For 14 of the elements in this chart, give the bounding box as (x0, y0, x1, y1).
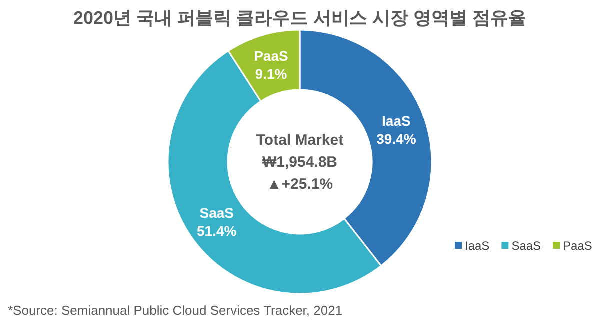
data-label: 39.4% (376, 130, 417, 147)
data-label: 9.1% (255, 66, 288, 82)
title: 2020년 국내 퍼블릭 클라우드 서비스 시장 영역별 점유율 (73, 8, 527, 28)
slice-label: SaaS (200, 205, 234, 222)
slice-label: IaaS (382, 112, 411, 129)
text: ₩1,954.8B (262, 154, 338, 171)
data-label: 51.4% (197, 223, 238, 240)
text: Total Market (256, 132, 344, 149)
slice-label: PaaS (254, 48, 288, 64)
legend-label: IaaS (465, 239, 490, 253)
legend-label: PaaS (563, 239, 592, 253)
text: ▲+25.1% (266, 176, 334, 193)
text: *Source: Semiannual Public Cloud Services Tracker, 2021 (8, 303, 343, 318)
legend-label: SaaS (512, 239, 542, 253)
